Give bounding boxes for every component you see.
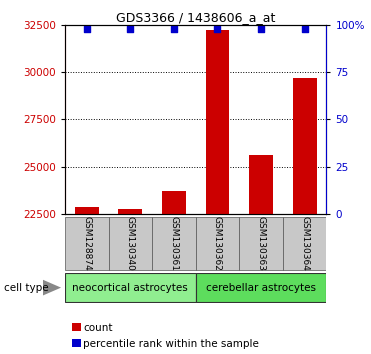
Bar bbox=[65, 273, 196, 302]
Bar bbox=[239, 217, 283, 270]
Polygon shape bbox=[43, 280, 61, 296]
Point bbox=[84, 26, 90, 32]
Bar bbox=[108, 217, 152, 270]
Point bbox=[171, 26, 177, 32]
Text: GSM128874: GSM128874 bbox=[82, 216, 91, 271]
Text: cerebellar astrocytes: cerebellar astrocytes bbox=[206, 282, 316, 293]
Bar bbox=[206, 30, 230, 214]
Text: GSM130362: GSM130362 bbox=[213, 216, 222, 271]
Text: GSM130361: GSM130361 bbox=[170, 216, 178, 271]
Title: GDS3366 / 1438606_a_at: GDS3366 / 1438606_a_at bbox=[116, 11, 275, 24]
Text: GSM130364: GSM130364 bbox=[300, 216, 309, 271]
Text: percentile rank within the sample: percentile rank within the sample bbox=[83, 339, 259, 349]
Point bbox=[214, 26, 220, 32]
Point bbox=[302, 26, 308, 32]
Bar bbox=[196, 217, 239, 270]
Point bbox=[127, 26, 133, 32]
Bar bbox=[152, 217, 196, 270]
Bar bbox=[118, 210, 142, 214]
Bar bbox=[75, 207, 99, 214]
Text: cell type: cell type bbox=[4, 282, 48, 293]
Bar bbox=[249, 155, 273, 214]
Bar bbox=[196, 273, 326, 302]
Text: neocortical astrocytes: neocortical astrocytes bbox=[72, 282, 188, 293]
Point bbox=[258, 26, 264, 32]
Bar bbox=[162, 192, 186, 214]
Text: count: count bbox=[83, 323, 113, 333]
Bar bbox=[283, 217, 326, 270]
Text: GSM130363: GSM130363 bbox=[257, 216, 266, 271]
Bar bbox=[65, 217, 109, 270]
Text: GSM130340: GSM130340 bbox=[126, 216, 135, 271]
Bar bbox=[293, 78, 317, 214]
